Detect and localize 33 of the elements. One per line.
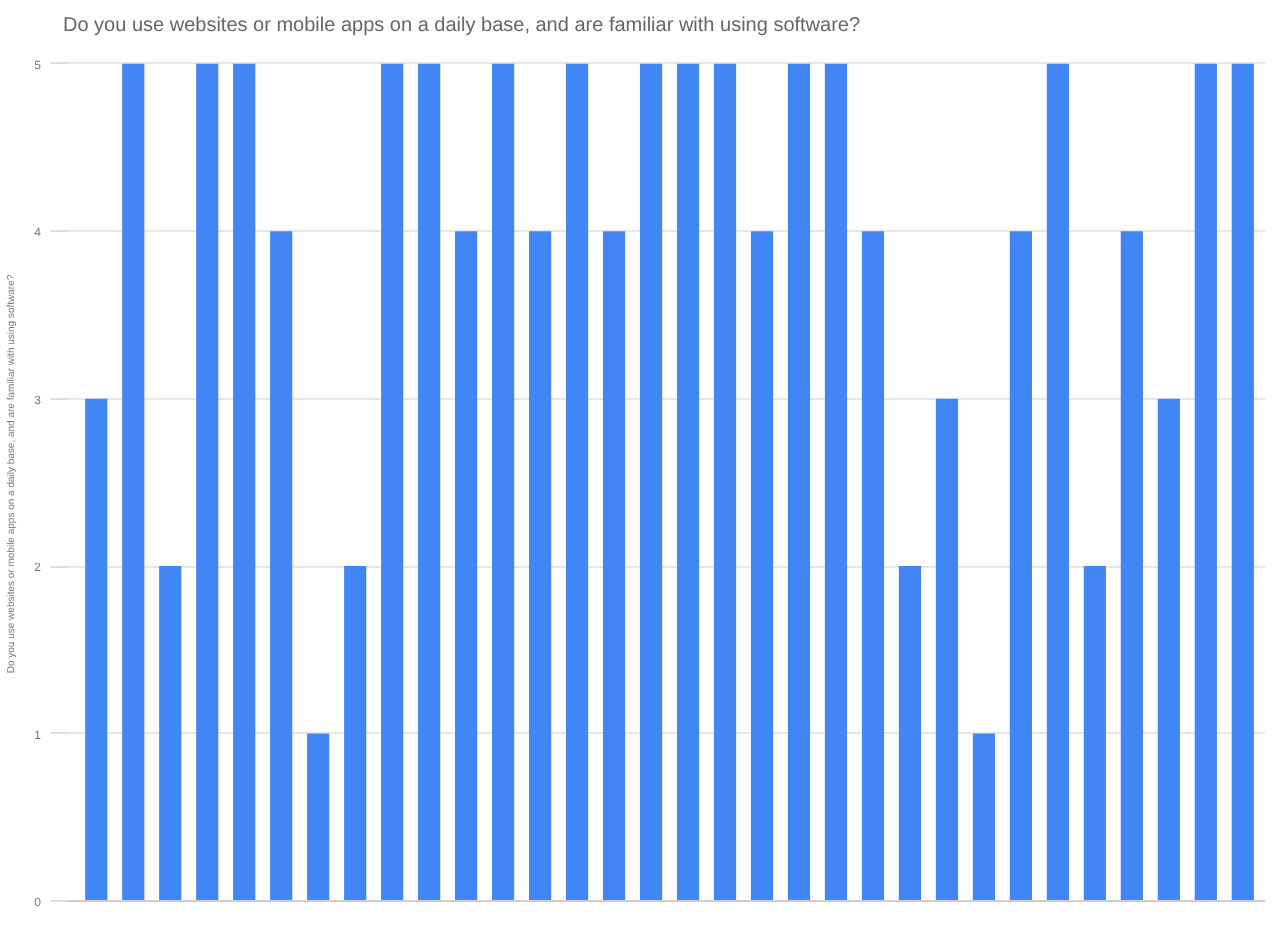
bar: [713, 63, 737, 901]
bar: [122, 63, 145, 901]
bar: [159, 566, 182, 901]
bar: [307, 733, 330, 901]
bar: [676, 63, 700, 901]
bar: [972, 733, 996, 901]
bar: [935, 398, 959, 901]
bar: [639, 63, 663, 901]
bar: [381, 63, 404, 901]
bar: [750, 231, 774, 901]
bar: [1194, 63, 1217, 901]
bar: [233, 63, 256, 901]
bar: [1083, 566, 1106, 901]
bar: [492, 63, 515, 901]
bar: [602, 231, 626, 901]
bar: [85, 398, 108, 901]
bar: [824, 63, 848, 901]
bar: [898, 566, 922, 901]
bar: [787, 63, 811, 901]
bar: [861, 231, 885, 901]
bar: [1009, 231, 1032, 901]
bar: [270, 231, 293, 901]
bar: [565, 63, 589, 901]
bar: [1046, 63, 1069, 901]
bar: [529, 231, 552, 901]
bar: [418, 63, 441, 901]
bar: [1157, 398, 1180, 901]
bar: [344, 566, 367, 901]
bar: [196, 63, 219, 901]
chart-title: Do you use websites or mobile apps on a daily base, and are familiar with using software?: [63, 15, 861, 37]
bar: [1120, 231, 1143, 901]
bar: [1231, 63, 1254, 901]
bar: [455, 231, 478, 901]
